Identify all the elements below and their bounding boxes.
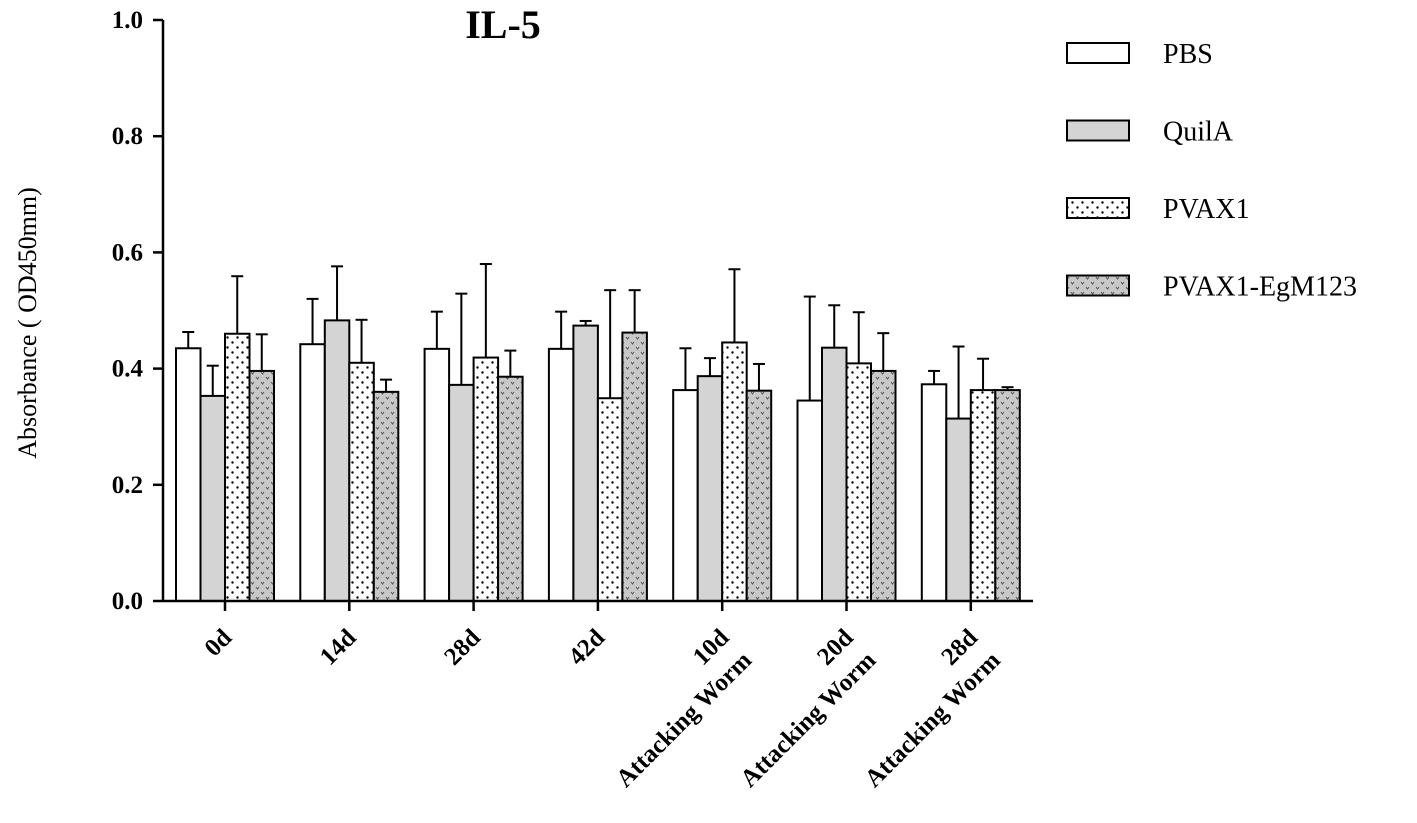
legend-swatch — [1066, 197, 1130, 219]
bar-quila — [448, 383, 475, 603]
bar-pvax1-egm123 — [994, 389, 1021, 602]
bar-pbs — [299, 343, 326, 602]
bar-pbs — [796, 399, 823, 602]
bar-quila — [323, 319, 351, 602]
bar-pvax1-egm123 — [248, 369, 275, 603]
bar-pvax1-egm123 — [621, 331, 648, 602]
legend-swatch — [1066, 119, 1130, 142]
bar-quila — [821, 346, 848, 602]
bar-pbs — [547, 347, 575, 603]
bar-pbs — [175, 347, 202, 603]
bar-pbs — [920, 383, 948, 602]
chart-title: IL-5 — [465, 2, 541, 47]
bar-pvax1 — [596, 397, 624, 602]
y-tick-label: 0.2 — [112, 472, 143, 499]
x-tick-label: 28d — [439, 624, 486, 671]
bar-quila — [199, 394, 226, 603]
y-axis-label: Absorbance ( OD450mm) — [13, 187, 42, 459]
legend-item: PVAX1-EgM123 — [1066, 272, 1357, 303]
y-tick-label: 0.0 — [112, 588, 143, 615]
bar-pvax1 — [348, 361, 375, 603]
x-tick-line: 0d — [199, 624, 237, 662]
x-tick-line: Attacking Worm — [611, 647, 757, 793]
legend: PBS QuilA PVAX1 PVAX1-EgM123 — [1066, 39, 1357, 303]
legend-item: PBS — [1066, 39, 1213, 70]
x-tick-label: 10dAttacking Worm — [588, 624, 757, 793]
bar-pvax1-egm123 — [745, 389, 773, 603]
bar-pbs — [672, 389, 699, 602]
bar-pvax1 — [224, 332, 251, 602]
y-tick-label: 0.4 — [112, 356, 144, 383]
x-tick-line: 14d — [315, 624, 362, 671]
x-tick-line: Attacking Worm — [860, 647, 1006, 793]
y-tick-label: 0.8 — [112, 123, 143, 150]
legend-label: PVAX1-EgM123 — [1163, 272, 1357, 303]
legend-swatch — [1066, 42, 1130, 64]
y-axis: 0.0 0.2 0.4 0.6 0.8 1.0 — [112, 7, 165, 615]
bar-pvax1-egm123 — [372, 390, 400, 602]
x-tick-line: Attacking Worm — [735, 647, 881, 793]
y-tick-label: 0.6 — [112, 239, 143, 266]
bar-quila — [696, 375, 724, 603]
x-tick-label: 14d — [315, 624, 362, 671]
legend-label: PBS — [1163, 39, 1213, 70]
legend-swatch — [1066, 274, 1130, 297]
legend-item: PVAX1 — [1066, 194, 1250, 225]
bar-pvax1 — [472, 356, 500, 602]
legend-label: PVAX1 — [1163, 194, 1250, 225]
bar-pvax1 — [845, 362, 872, 602]
bar-pvax1 — [969, 389, 997, 602]
y-tick-label: 1.0 — [112, 7, 143, 34]
bar-pvax1-egm123 — [497, 375, 524, 603]
bar-quila — [572, 324, 599, 602]
bar-quila — [945, 417, 972, 603]
legend-item: QuilA — [1066, 117, 1234, 148]
bars — [175, 263, 1021, 603]
bar-pvax1 — [721, 341, 748, 602]
x-tick-line: 42d — [564, 624, 611, 671]
bar-pbs — [423, 347, 451, 603]
x-axis: 0d 14d 28d 42d 10dAttacking Worm 20dAttacking… — [163, 599, 1033, 793]
x-tick-label: 42d — [564, 624, 611, 671]
x-tick-label: 0d — [199, 624, 237, 662]
bar-pvax1-egm123 — [870, 369, 897, 603]
x-tick-line: 28d — [439, 624, 486, 671]
legend-label: QuilA — [1163, 117, 1234, 148]
